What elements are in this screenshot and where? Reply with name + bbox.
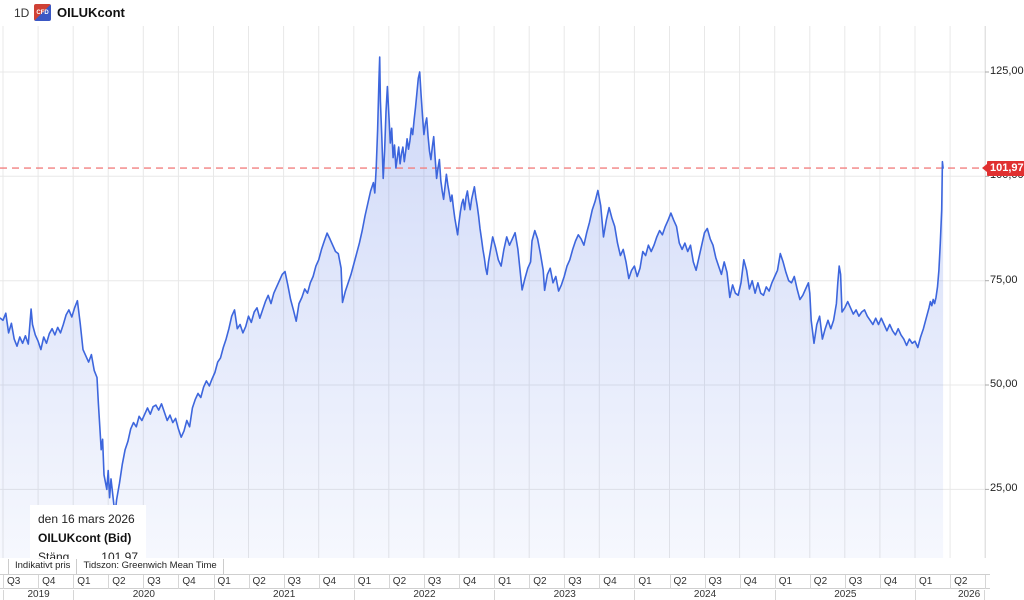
price-type-note: Indikativt pris (8, 559, 76, 574)
x-axis-quarter-label: Q4 (182, 576, 196, 587)
x-axis-tick (388, 575, 390, 589)
x-axis-tick (318, 575, 320, 589)
x-axis-tick (248, 575, 250, 589)
x-axis-quarter-label: Q2 (392, 576, 407, 587)
x-axis-tick (739, 575, 741, 589)
y-axis-label: 50,00 (990, 378, 1018, 391)
last-price-badge: 101,97 (982, 161, 1024, 176)
x-axis-quarter-label: Q1 (498, 576, 512, 587)
tooltip-date: den 16 mars 2026 (38, 512, 135, 526)
x-axis-tick (494, 575, 496, 589)
x-axis-tick (809, 575, 811, 589)
status-bar: Indikativt pris Tidszon: Greenwich Mean … (0, 559, 990, 574)
price-area-fill (0, 57, 944, 558)
x-axis-tick (213, 575, 215, 589)
timeframe-selector[interactable]: 1D (14, 6, 30, 20)
y-axis-label: 25,00 (990, 482, 1018, 495)
x-axis-quarters: Q3 Q4 Q1 Q2 Q3 Q4 Q1 Q2 Q3 Q4 Q1 Q2 Q3 Q4 Q1 Q2 Q3 Q4 Q1 Q2… (0, 574, 990, 589)
x-axis-tick (844, 575, 846, 589)
cfd-badge-icon: CFD (34, 4, 51, 21)
x-axis-tick (915, 575, 916, 589)
x-axis-tick (178, 575, 180, 589)
x-axis-quarter-label: Q4 (603, 576, 617, 587)
timezone-note: Tidszon: Greenwich Mean Time (76, 559, 224, 574)
y-axis-label: 75,00 (990, 273, 1018, 286)
x-axis-quarter-label: Q3 (427, 576, 442, 587)
x-axis-tick (704, 575, 706, 589)
instrument-name[interactable]: OILUKcont (57, 5, 125, 20)
x-axis-quarter-label: Q1 (778, 576, 793, 587)
x-axis-quarter-label: Q3 (147, 576, 161, 587)
x-axis-tick (353, 575, 355, 589)
x-axis-year-label: 2023 (494, 590, 634, 600)
x-axis-quarter-label: Q4 (743, 576, 757, 587)
x-axis-quarter-label: Q4 (42, 576, 56, 587)
x-axis-quarter-label: Q4 (463, 576, 477, 587)
x-axis-tick (38, 575, 40, 589)
x-axis-tick (73, 575, 75, 589)
chart-header: 1D CFD OILUKcont (0, 0, 1024, 26)
x-axis-quarter-label: Q3 (287, 576, 301, 587)
x-axis-quarter-label: Q2 (673, 576, 687, 587)
x-axis-quarter-label: Q2 (813, 576, 828, 587)
x-axis-tick (634, 575, 636, 589)
x-axis-quarter-label: Q3 (7, 576, 21, 587)
x-axis-quarter-label: Q2 (112, 576, 126, 587)
x-axis-year-label: 2025 (774, 590, 915, 600)
x-axis-quarter-label: Q1 (217, 576, 231, 587)
x-axis-tick (985, 575, 986, 589)
y-axis-label: 125,00 (990, 65, 1024, 77)
x-axis-tick (108, 575, 110, 589)
x-axis-quarter-label: Q4 (883, 576, 898, 587)
x-axis-tick (423, 575, 425, 589)
x-axis-quarter-label: Q1 (77, 576, 91, 587)
x-axis-tick (950, 575, 952, 589)
x-axis-tick (669, 575, 671, 589)
x-axis-quarter-label: Q4 (322, 576, 337, 587)
x-axis-quarter-label: Q3 (708, 576, 722, 587)
x-axis-tick (599, 575, 601, 589)
x-axis-tick (143, 575, 145, 589)
x-axis-tick (283, 575, 285, 589)
x-axis-year-label: 2019 (3, 590, 73, 600)
x-axis-year-label: 2021 (213, 590, 354, 600)
x-axis-tick (564, 575, 566, 589)
x-axis-tick (774, 575, 776, 589)
x-axis-quarter-label: Q2 (954, 576, 968, 587)
x-axis-quarter-label: Q3 (848, 576, 863, 587)
x-axis-quarter-label: Q1 (638, 576, 652, 587)
x-axis-tick (529, 575, 531, 589)
x-axis-quarter-label: Q2 (252, 576, 266, 587)
x-axis-quarter-label: Q3 (568, 576, 582, 587)
cfd-badge-text: CFD (36, 9, 49, 16)
x-axis-year-label: 2026 (915, 590, 986, 600)
x-axis-year-label: 2022 (353, 590, 494, 600)
x-axis-year-label: 2020 (73, 590, 213, 600)
x-axis-quarter-label: Q2 (533, 576, 547, 587)
x-axis-year-label: 2024 (634, 590, 774, 600)
tooltip-instrument: OILUKcont (Bid) (38, 531, 132, 545)
x-axis-years: 2019 2020 2021 2022 2023 2024 2025 2026 (0, 590, 990, 600)
price-line (0, 56, 944, 514)
x-axis-quarter-label: Q1 (357, 576, 372, 587)
x-axis-tick (879, 575, 881, 589)
crosshair-tooltip: den 16 mars 2026 OILUKcont (Bid) Stäng 1… (30, 505, 146, 569)
x-axis-quarter-label: Q1 (919, 576, 933, 587)
x-axis-tick (3, 575, 4, 589)
x-axis-tick (459, 575, 460, 589)
